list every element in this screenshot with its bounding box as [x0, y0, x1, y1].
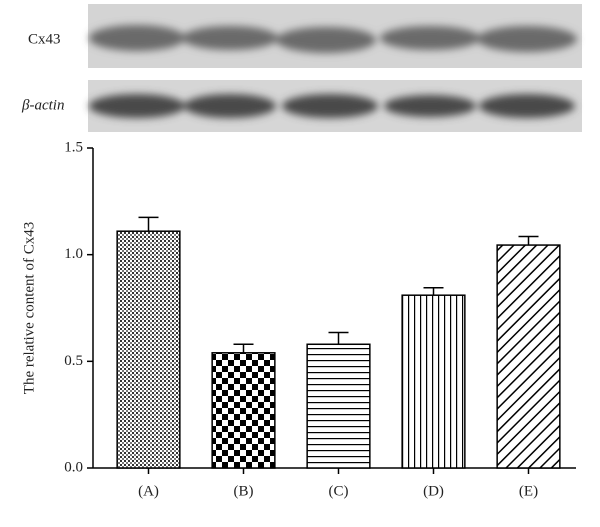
- bar: [211, 352, 276, 469]
- x-tick-label: (C): [329, 483, 349, 499]
- y-tick-label: 0.0: [64, 459, 83, 475]
- y-tick-label: 0.5: [64, 353, 83, 369]
- x-tick-label: (A): [138, 483, 159, 499]
- y-tick-label: 1.5: [64, 139, 83, 155]
- bar: [116, 230, 181, 469]
- blot-label: Cx43: [28, 31, 61, 47]
- blot-image: [88, 4, 582, 132]
- y-axis-label: The relative content of Cx43: [21, 222, 37, 394]
- bar: [496, 244, 561, 469]
- bar: [401, 294, 466, 469]
- bar: [306, 343, 371, 469]
- x-tick-label: (E): [519, 483, 538, 499]
- x-tick-label: (B): [234, 483, 254, 499]
- x-tick-label: (D): [423, 483, 444, 499]
- blot-label: β-actin: [21, 97, 64, 113]
- y-tick-label: 1.0: [64, 246, 83, 262]
